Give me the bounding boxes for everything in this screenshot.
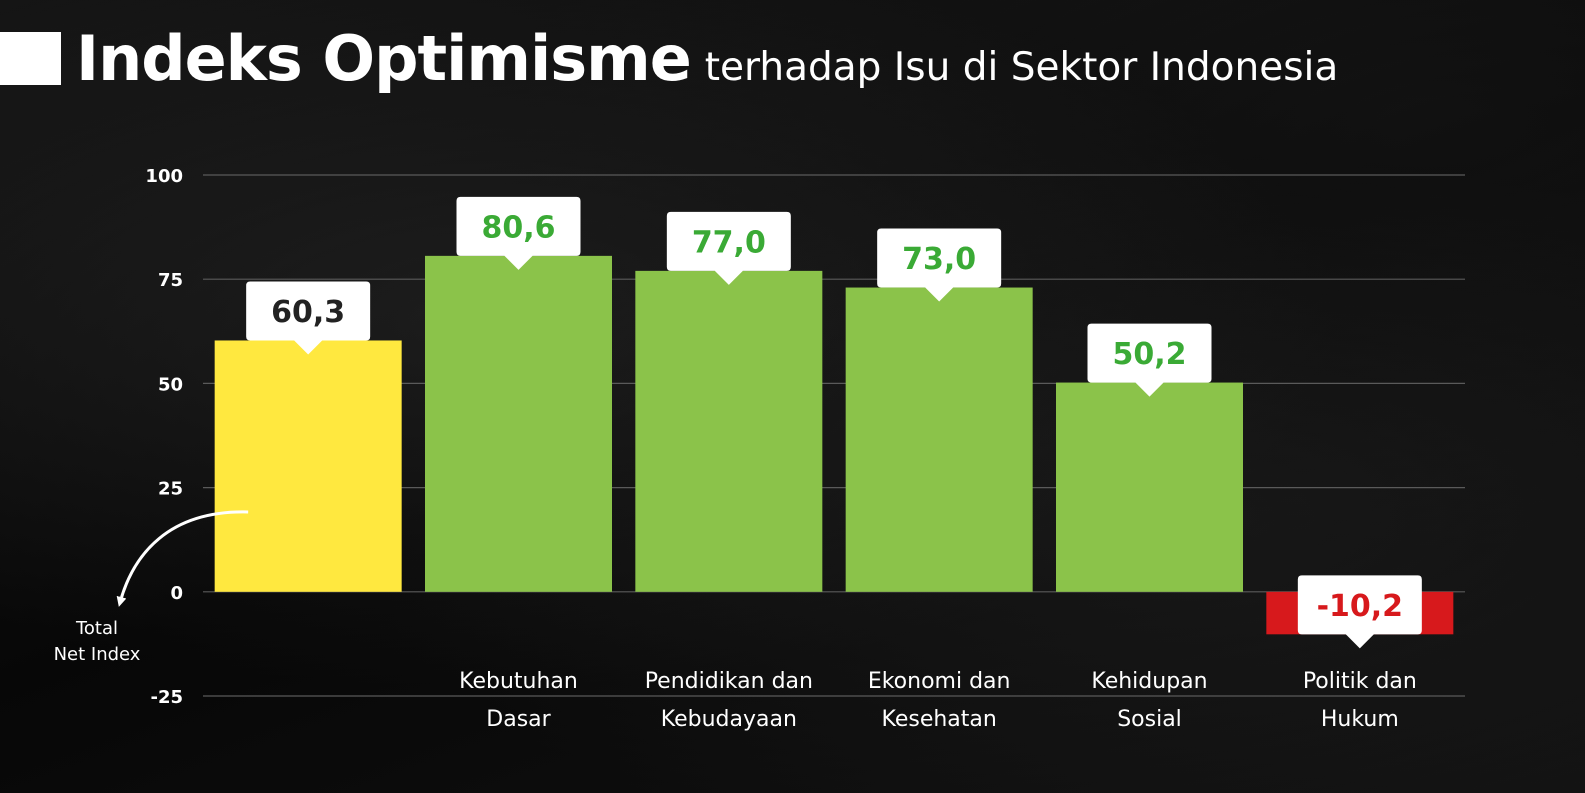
x-category-label: Kebudayaan bbox=[661, 707, 797, 732]
annotation-text: Total bbox=[75, 618, 118, 639]
y-tick-label: -25 bbox=[150, 687, 183, 708]
value-callout bbox=[246, 281, 371, 355]
bar bbox=[845, 287, 1033, 592]
x-category-label: Kebutuhan bbox=[459, 669, 578, 694]
bar bbox=[214, 340, 402, 592]
value-callout bbox=[877, 228, 1002, 302]
data-label: -10,2 bbox=[1317, 589, 1403, 624]
data-label: 80,6 bbox=[481, 210, 555, 245]
y-tick-label: 50 bbox=[158, 374, 183, 395]
x-category-label: Ekonomi dan bbox=[868, 669, 1011, 694]
title-accent-block bbox=[0, 32, 61, 85]
x-category-label: Dasar bbox=[486, 707, 551, 732]
y-tick-label: 100 bbox=[145, 166, 183, 187]
page-title: Indeks Optimisme terhadap Isu di Sektor I… bbox=[76, 22, 1338, 95]
value-callout bbox=[1087, 323, 1212, 397]
title-sub: terhadap Isu di Sektor Indonesia bbox=[704, 45, 1339, 90]
data-label: 50,2 bbox=[1112, 337, 1186, 372]
title-main: Indeks Optimisme bbox=[76, 22, 692, 95]
data-label: 60,3 bbox=[271, 295, 345, 330]
bar bbox=[425, 255, 612, 592]
value-callout bbox=[1297, 575, 1422, 649]
x-category-label: Hukum bbox=[1321, 707, 1399, 732]
annotation-text: Net Index bbox=[54, 644, 141, 665]
bar bbox=[1056, 382, 1243, 592]
bar bbox=[635, 270, 823, 592]
value-callout bbox=[456, 196, 581, 270]
annotation-arrow bbox=[116, 510, 249, 607]
y-tick-label: 0 bbox=[170, 583, 183, 604]
data-label: 77,0 bbox=[692, 225, 766, 260]
data-label: 73,0 bbox=[902, 242, 976, 277]
x-category-label: Politik dan bbox=[1303, 669, 1417, 694]
y-tick-label: 25 bbox=[158, 479, 183, 500]
x-category-label: Kesehatan bbox=[881, 707, 996, 732]
value-callout bbox=[666, 211, 791, 285]
y-tick-label: 75 bbox=[158, 270, 183, 291]
x-category-label: Kehidupan bbox=[1091, 669, 1207, 694]
x-category-label: Pendidikan dan bbox=[645, 669, 813, 694]
x-category-label: Sosial bbox=[1117, 707, 1182, 732]
